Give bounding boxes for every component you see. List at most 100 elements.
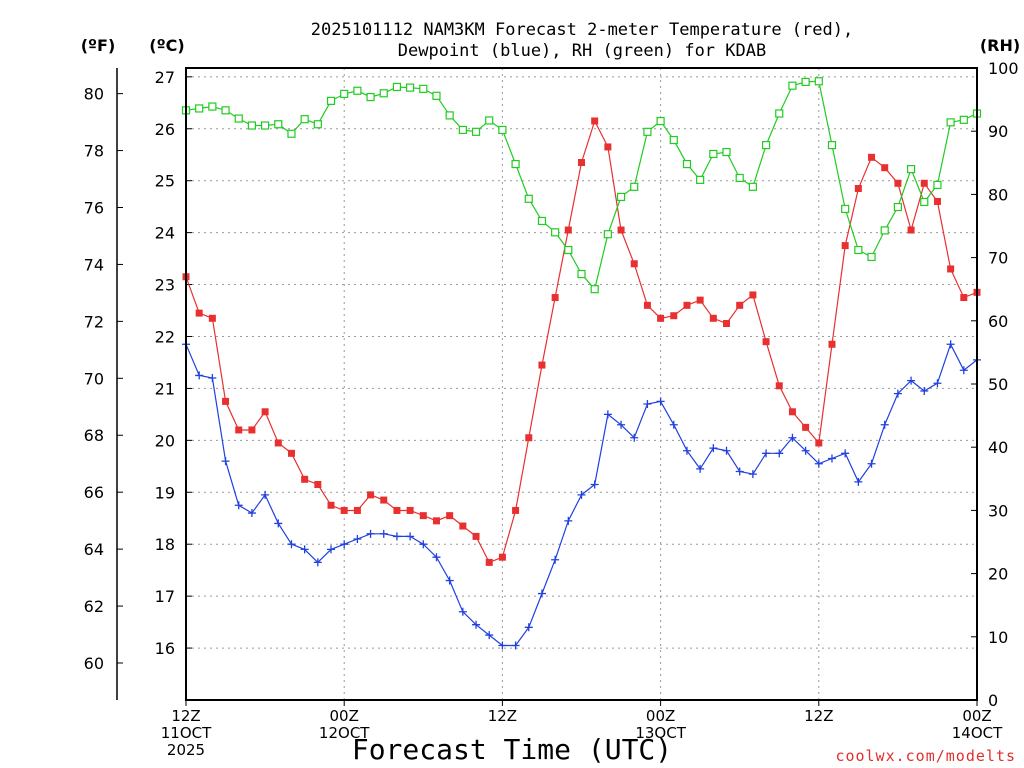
2-meter-temperature-point bbox=[367, 491, 375, 499]
dewpoint-point bbox=[669, 420, 678, 429]
2-meter-temperature-point bbox=[933, 197, 941, 205]
dewpoint-point bbox=[419, 540, 428, 549]
rh-ticks: 0 10 20 30 40 50 60 70 80 90 100 bbox=[971, 59, 1019, 710]
rh-tick-label: 50 bbox=[988, 375, 1008, 394]
rh-point bbox=[959, 115, 968, 124]
rh-point bbox=[261, 121, 270, 130]
fahrenheit-tick-label: 68 bbox=[84, 426, 104, 445]
2-meter-temperature-point bbox=[472, 532, 480, 540]
rh-point bbox=[643, 127, 652, 136]
2-meter-temperature-point bbox=[920, 179, 928, 187]
dewpoint-point bbox=[551, 555, 560, 564]
dewpoint-point bbox=[959, 366, 968, 375]
fahrenheit-tick-label: 60 bbox=[84, 654, 104, 673]
2-meter-temperature-point bbox=[670, 312, 678, 320]
dewpoint-point bbox=[722, 446, 731, 455]
rh-point bbox=[551, 228, 560, 237]
rh-point bbox=[801, 77, 810, 87]
credit-text: coolwx.com/modelts bbox=[835, 747, 1016, 765]
x-tick-label: 00Z bbox=[962, 707, 991, 725]
rh-point bbox=[616, 192, 626, 202]
rh-point bbox=[498, 125, 507, 135]
dewpoint-point bbox=[867, 459, 876, 468]
dewpoint-point bbox=[577, 490, 586, 499]
x-tick-label: 12Z bbox=[488, 707, 517, 725]
dewpoint-point bbox=[735, 467, 744, 476]
dewpoint-point bbox=[748, 470, 757, 479]
rh-point bbox=[656, 116, 665, 126]
chart-title-line-1: 2025101112 NAM3KM Forecast 2-meter Tempe… bbox=[311, 20, 853, 40]
rh-point bbox=[406, 83, 415, 92]
rh-point bbox=[920, 197, 929, 207]
celsius-tick-label: 24 bbox=[155, 224, 175, 243]
rh-point bbox=[379, 89, 388, 98]
rh-tick-label: 30 bbox=[988, 501, 1008, 520]
fahrenheit-tick-label: 76 bbox=[84, 198, 104, 217]
2-meter-temperature-point bbox=[947, 265, 955, 273]
dewpoint-point bbox=[590, 480, 599, 489]
rh-point bbox=[326, 96, 336, 105]
dewpoint-point bbox=[762, 449, 771, 458]
dewpoint-point bbox=[340, 540, 349, 549]
rh-point bbox=[669, 135, 678, 145]
dewpoint-point bbox=[406, 532, 415, 541]
dewpoint-point bbox=[603, 410, 612, 419]
2-meter-temperature-point bbox=[643, 301, 651, 309]
rh-point bbox=[234, 114, 243, 123]
fahrenheit-tick-label: 66 bbox=[84, 483, 104, 502]
x-tick-label: 00Z bbox=[330, 707, 359, 725]
dewpoint-point bbox=[788, 433, 797, 442]
x-tick-label: 14OCT bbox=[952, 724, 1003, 742]
rh-point bbox=[827, 141, 837, 150]
2-meter-temperature-point bbox=[696, 296, 704, 304]
2-meter-temperature-point bbox=[432, 517, 440, 525]
2-meter-temperature-point bbox=[881, 164, 889, 172]
rh-tick-label: 100 bbox=[988, 59, 1019, 78]
rh-point bbox=[590, 285, 599, 294]
dewpoint-point bbox=[841, 449, 850, 458]
rh-point bbox=[735, 173, 744, 183]
2-meter-temperature-point bbox=[749, 291, 757, 299]
rh-point bbox=[906, 165, 916, 174]
celsius-tick-label: 19 bbox=[155, 483, 175, 502]
dewpoint-point bbox=[696, 464, 705, 473]
rh-point bbox=[392, 82, 402, 92]
dewpoint-point bbox=[432, 553, 441, 562]
dewpoint-point bbox=[300, 545, 309, 554]
2-meter-temperature-point bbox=[208, 314, 216, 322]
dewpoint-point bbox=[287, 540, 296, 549]
2-meter-temperature-point bbox=[578, 159, 585, 167]
2-meter-temperature-point bbox=[591, 117, 599, 125]
2-meter-temperature-point bbox=[657, 314, 665, 322]
rh-tick-label: 10 bbox=[988, 628, 1008, 647]
dewpoint-point bbox=[261, 490, 270, 499]
2-meter-temperature-point bbox=[419, 512, 427, 520]
rh-point bbox=[722, 147, 731, 157]
dewpoint-point bbox=[933, 379, 942, 388]
2-meter-temperature-point bbox=[723, 320, 731, 328]
dewpoint-point bbox=[195, 371, 204, 380]
plot-frame bbox=[185, 67, 978, 701]
celsius-tick-label: 18 bbox=[155, 535, 175, 554]
2-meter-temperature-point bbox=[301, 475, 309, 483]
rh-point bbox=[880, 226, 889, 235]
2-meter-temperature-point bbox=[815, 439, 823, 447]
fahrenheit-ticks: 60 62 64 66 68 70 72 74 76 78 80 bbox=[84, 85, 123, 673]
x-axis-title: Forecast Time (UTC) bbox=[352, 733, 672, 766]
2-meter-temperature-point bbox=[630, 260, 638, 268]
2-meter-temperature-point bbox=[709, 314, 717, 322]
dewpoint-point bbox=[564, 516, 573, 525]
rh-tick-label: 60 bbox=[988, 312, 1008, 331]
rh-point bbox=[485, 116, 494, 125]
2-meter-temperature-point bbox=[512, 506, 520, 514]
rh-tick-label: 90 bbox=[988, 122, 1008, 141]
celsius-tick-label: 20 bbox=[155, 431, 175, 450]
rh-point bbox=[524, 194, 533, 203]
dewpoint-point bbox=[498, 641, 507, 650]
2-meter-temperature-point bbox=[248, 426, 256, 434]
rh-point bbox=[366, 92, 375, 102]
2-meter-temperature-point bbox=[551, 294, 559, 302]
rh-tick-label: 0 bbox=[988, 691, 998, 710]
2-meter-temperature-point bbox=[960, 294, 968, 302]
